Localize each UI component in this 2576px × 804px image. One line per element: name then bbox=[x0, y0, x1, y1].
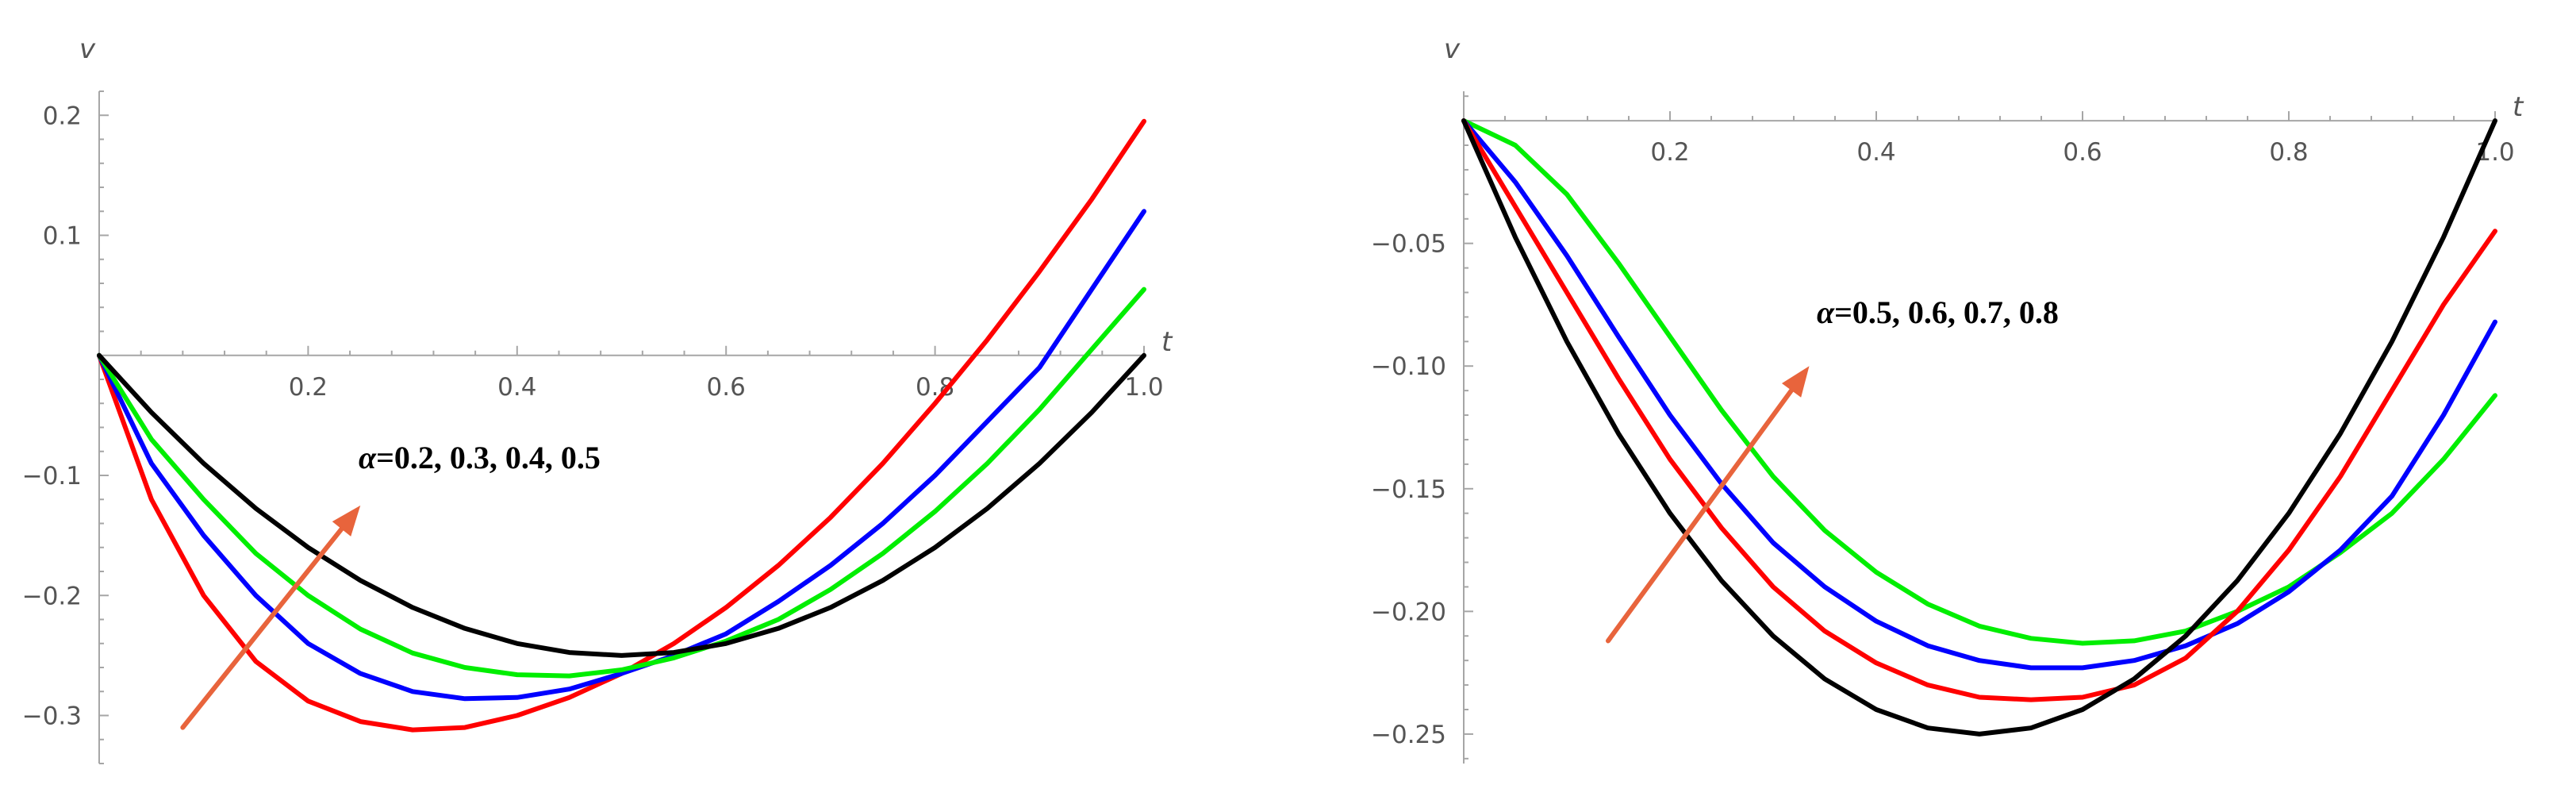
chart-right-svg: 0.2 0.4 0.6 0.8 1.0−0.05−0.10−0.15−0.20−0.25… bbox=[1371, 33, 2524, 764]
c1-x-axis-name: t bbox=[2513, 91, 2524, 123]
c0-x-tick-label: 0.6 bbox=[707, 373, 746, 402]
c0-arrow-head bbox=[332, 505, 361, 537]
c1-annotation-symbol: α bbox=[1817, 294, 1835, 330]
c0-annotation-symbol: α bbox=[359, 440, 377, 475]
chart-left: 0.2 0.4 0.6 0.8 1.0 0.2 0.1 −0.1 −0.2 −0.3 t v α=0.2… bbox=[0, 0, 1238, 804]
c0-x-tick-label: 1.0 bbox=[1124, 373, 1163, 402]
c0-series-line-2 bbox=[97, 287, 1146, 679]
c1-y-tick-label: −0.20 bbox=[1371, 598, 1446, 626]
c0-x-tick-label: 0.2 bbox=[289, 373, 328, 402]
c0-y-tick-label: 0.1 bbox=[43, 222, 82, 251]
c1-y-tick-label: −0.25 bbox=[1371, 721, 1446, 749]
c1-series-line-2 bbox=[1461, 118, 2497, 702]
c1-x-tick-label: 0.8 bbox=[2269, 138, 2308, 167]
c1-x-tick-label: 0.6 bbox=[2063, 138, 2102, 167]
c0-y-tick-label: −0.2 bbox=[22, 582, 82, 610]
c0-y-tick-label: 0.2 bbox=[43, 102, 82, 130]
c0-y-tick-label: −0.3 bbox=[22, 702, 82, 731]
chart-left-svg: 0.2 0.4 0.6 0.8 1.00.20.1−0.1−0.2−0.3tvα=0.2… bbox=[22, 33, 1173, 764]
c1-annotation-values: =0.5, 0.6, 0.7, 0.8 bbox=[1834, 294, 2059, 330]
c1-x-tick-label: 0.4 bbox=[1856, 138, 1895, 167]
c1-y-tick-label: −0.05 bbox=[1371, 230, 1446, 259]
c0-x-axis-name: t bbox=[1161, 326, 1173, 358]
c1-arrow-head bbox=[1781, 366, 1810, 398]
c0-series-line-1 bbox=[97, 209, 1146, 702]
chart-right: 0.2 0.4 0.6 0.8 1.0 −0.05 −0.10 −0.15 −0.20 −0.25… bbox=[1341, 0, 2576, 804]
c1-y-axis-name: v bbox=[1444, 33, 1461, 65]
c1-series-line-3 bbox=[1461, 118, 2497, 737]
c0-series-line-3 bbox=[97, 352, 1146, 658]
c0-y-tick-label: −0.1 bbox=[22, 462, 82, 490]
c0-annotation-values: =0.2, 0.3, 0.4, 0.5 bbox=[376, 440, 601, 475]
c0-y-axis-name: v bbox=[79, 33, 96, 65]
c0-x-tick-label: 0.4 bbox=[497, 373, 536, 402]
c1-annotation: α=0.5, 0.6, 0.7, 0.8 bbox=[1817, 294, 2059, 330]
c1-series-line-1 bbox=[1461, 118, 2497, 671]
c1-y-tick-label: −0.10 bbox=[1371, 352, 1446, 381]
c1-y-tick-label: −0.15 bbox=[1371, 475, 1446, 504]
c0-arrow-shaft bbox=[180, 526, 344, 730]
c1-arrow-shaft bbox=[1606, 387, 1795, 644]
c1-x-tick-label: 0.2 bbox=[1650, 138, 1689, 167]
c0-annotation: α=0.2, 0.3, 0.4, 0.5 bbox=[359, 440, 601, 475]
